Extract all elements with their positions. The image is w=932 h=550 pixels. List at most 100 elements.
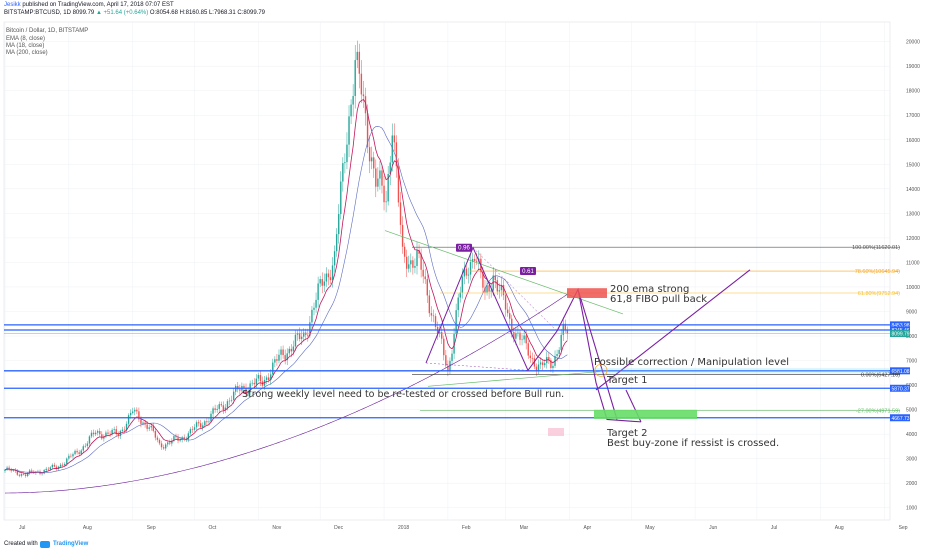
candle-body	[338, 214, 340, 235]
candle-body	[414, 265, 416, 268]
symbol-info: BITSTAMP:BTCUSD, 1D 8099.79 ▲ +51.64 (+0…	[4, 10, 265, 16]
candle-body	[348, 116, 350, 145]
annotation-200-ema: 200 ema strong	[610, 284, 690, 295]
candle-body	[249, 383, 251, 392]
candle-body	[350, 104, 352, 117]
candle-body	[329, 277, 332, 281]
candle-body	[86, 443, 89, 446]
annotation-target-2: Target 2	[607, 428, 648, 439]
candle-body	[74, 450, 76, 455]
candle-body	[525, 335, 527, 344]
candle-body	[387, 173, 389, 202]
candle-body	[125, 423, 128, 431]
candle-body	[193, 427, 196, 430]
candle-body	[366, 113, 369, 148]
price-marker	[548, 428, 564, 437]
uptrend-line	[427, 371, 601, 387]
candle-body	[206, 421, 208, 423]
y-tick-label: 8000	[906, 334, 917, 340]
pattern-label-box	[456, 243, 472, 252]
x-tick-label: Apr	[583, 525, 591, 531]
candle-body	[61, 464, 64, 466]
pattern-base	[425, 362, 529, 371]
y-tick-label: 16000	[906, 138, 920, 144]
x-tick-label: Jun	[709, 525, 717, 531]
y-tick-label: 20000	[906, 40, 920, 46]
y-tick-label: 2000	[906, 481, 917, 487]
price-label-text: 4667.73	[892, 416, 910, 422]
candle-body	[504, 295, 507, 310]
candle-body	[492, 275, 494, 291]
tradingview-brand[interactable]: TradingView	[53, 541, 89, 547]
candle-body	[451, 353, 453, 361]
candle-body	[471, 259, 474, 263]
candle-body	[113, 429, 115, 430]
y-tick-label: 12000	[906, 236, 920, 242]
y-tick-label: 7000	[906, 359, 917, 365]
candle-body	[393, 135, 396, 143]
candle-body	[84, 445, 87, 447]
candle-body	[189, 429, 192, 434]
candle-body	[498, 290, 501, 292]
candle-body	[531, 358, 534, 359]
legend-ma200[interactable]: MA (200, close)	[6, 50, 48, 56]
candle-body	[55, 466, 58, 469]
candle-body	[399, 202, 402, 225]
candle-body	[422, 269, 424, 277]
candle-body	[26, 473, 29, 476]
x-tick-label: Jul	[771, 525, 777, 531]
candle-body	[144, 422, 146, 425]
candle-body	[24, 474, 27, 476]
footer: Created with TradingView	[0, 540, 932, 550]
candle-body	[412, 260, 414, 268]
candle-body	[177, 437, 179, 441]
price-change: ▲ +51.64 (+0.64%)	[95, 10, 149, 16]
y-tick-label: 10000	[906, 285, 920, 291]
candle-body	[142, 422, 144, 424]
candle-body	[370, 157, 373, 162]
candle-body	[82, 446, 84, 451]
candle-body	[228, 400, 231, 402]
candle-body	[303, 332, 305, 337]
candle-body	[327, 273, 330, 278]
legend-ma18[interactable]: MA (18, close)	[6, 43, 45, 49]
price-label-box	[890, 321, 910, 329]
candle-body	[486, 285, 488, 293]
candle-body	[68, 455, 70, 459]
candle-body	[16, 470, 19, 475]
candle-body	[523, 335, 525, 340]
y-tick-label: 3000	[906, 457, 917, 463]
candle-body	[169, 442, 171, 444]
candle-body	[323, 281, 325, 286]
y-tick-label: 15000	[906, 162, 920, 168]
candle-body	[473, 259, 476, 261]
x-tick-label: Feb	[462, 525, 471, 531]
fib-level-label: 61.80%(9752.94)	[858, 291, 900, 297]
candle-body	[167, 442, 169, 445]
candle-body	[447, 365, 449, 371]
author-link[interactable]: Jesikk	[4, 2, 21, 8]
candle-body	[22, 474, 25, 475]
candle-body	[51, 464, 54, 468]
candle-body	[292, 346, 295, 352]
candle-body	[286, 353, 288, 360]
x-tick-label: Mar	[520, 525, 529, 531]
candle-body	[280, 349, 282, 355]
candle-body	[121, 429, 124, 431]
candle-body	[136, 409, 138, 412]
candle-body	[383, 185, 385, 203]
candle-body	[232, 391, 235, 400]
y-tick-label: 18000	[906, 89, 920, 95]
candle-body	[506, 309, 509, 314]
candle-body	[502, 285, 505, 296]
candle-body	[138, 411, 140, 420]
candle-body	[461, 276, 464, 293]
candle-body	[352, 96, 354, 105]
candle-body	[278, 354, 280, 361]
candle-body	[197, 422, 200, 424]
candle-body	[208, 421, 210, 423]
candle-body	[47, 468, 49, 470]
legend-ema[interactable]: EMA (8, close)	[6, 36, 46, 42]
candle-body	[358, 51, 361, 74]
